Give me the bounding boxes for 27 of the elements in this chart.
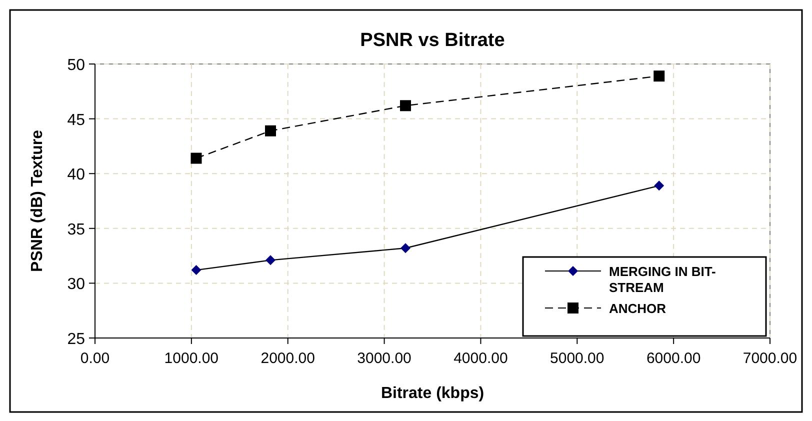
x-tick-label: 0.00 [80, 350, 110, 367]
x-tick-label: 5000.00 [550, 350, 604, 367]
x-axis-title: Bitrate (kbps) [380, 385, 484, 402]
legend-label: MERGING IN BIT-STREAM [609, 264, 716, 295]
point [654, 70, 665, 82]
y-tick-label: 30 [67, 276, 86, 294]
point [190, 152, 202, 164]
x-tick-label: 3000.00 [357, 350, 412, 367]
y-tick-label: 35 [67, 221, 86, 238]
y-tick-label: 45 [67, 112, 86, 129]
point [400, 100, 411, 112]
x-tick-label: 7000.00 [742, 350, 798, 367]
point [266, 255, 276, 266]
point [400, 243, 410, 254]
y-tick-label: 25 [67, 331, 86, 348]
y-tick-label: 40 [67, 166, 86, 184]
x-tick-label: 6000.00 [646, 350, 701, 367]
chart-title: PSNR vs Bitrate [360, 30, 505, 51]
point [654, 180, 664, 191]
legend-label: ANCHOR [609, 301, 667, 316]
point [265, 125, 276, 136]
x-tick-label: 1000.00 [164, 350, 219, 367]
x-tick-label: 2000.00 [260, 350, 315, 367]
y-axis-title: PSNR (dB) Texture [29, 130, 46, 272]
y-tick-label: 50 [67, 57, 86, 74]
point [191, 265, 202, 276]
x-tick-label: 4000.00 [454, 350, 508, 367]
